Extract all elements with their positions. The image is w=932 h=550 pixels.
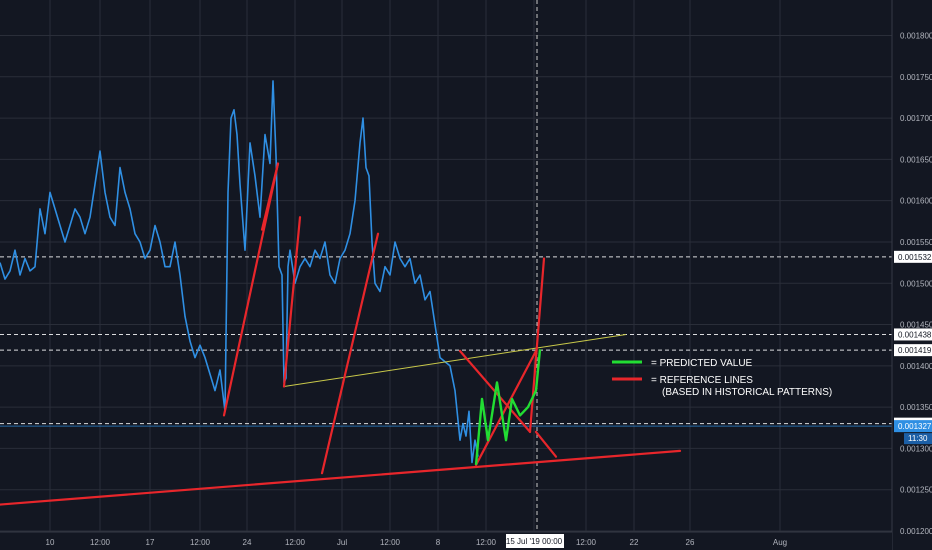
x-tick-label: 12:00 [190,538,211,547]
y-tick-label: 0.001200 [900,527,932,536]
y-tick-label: 0.001450 [900,321,932,330]
time-box [904,433,932,445]
reference-line [534,430,558,458]
y-tick-label: 0.001500 [900,279,932,288]
level-price-box [894,250,932,263]
x-tick-label: 12:00 [576,538,597,547]
reference-line [282,216,302,388]
y-tick-label: 0.001700 [900,114,932,123]
current-price-label: 0.001327 [898,422,932,431]
price-scale-panel [892,0,932,550]
x-tick-label: 12:00 [285,538,306,547]
legend: = PREDICTED VALUE = REFERENCE LINES(BASED… [612,358,832,398]
y-tick-label: 0.001600 [900,197,932,206]
level-price-label: 0.001438 [898,330,932,339]
legend-label: (BASED IN HISTORICAL PATTERNS) [662,387,832,398]
y-tick-label: 0.001800 [900,32,932,41]
grid [0,0,892,532]
predicted-series-line [474,349,542,466]
x-tick-label: 24 [243,538,252,547]
x-tick-label: 17 [146,538,155,547]
price-series-line [0,80,479,464]
reference-line [260,162,280,231]
legend-label: = PREDICTED VALUE [651,358,753,369]
x-tick-label: 8 [436,538,441,547]
reference-line [320,232,380,475]
y-tick-label: 0.001550 [900,238,932,247]
trend-line [283,333,627,387]
x-tick-label: 26 [686,538,695,547]
level-price-label: 0.001532 [898,253,932,262]
level-price-label: 0.001419 [898,346,932,355]
y-tick-label: 0.001250 [900,486,932,495]
crosshair-time-box [506,534,564,548]
x-tick-label: 12:00 [476,538,497,547]
y-tick-label: 0.001350 [900,403,932,412]
x-tick-label: 22 [630,538,639,547]
y-tick-label: 0.001300 [900,444,932,453]
current-price-box [894,420,932,433]
x-tick-label: 12:00 [380,538,401,547]
x-tick-label: 10 [46,538,55,547]
legend-label: = REFERENCE LINES [651,375,753,386]
y-tick-label: 0.001650 [900,155,932,164]
x-tick-label: Aug [773,538,787,547]
x-tick-label: Jul [337,538,347,547]
time-label: 11:30 [908,434,928,443]
reference-line [528,257,546,434]
reference-line [0,449,682,506]
crosshair-time-label: 15 Jul '19 00:00 [506,537,563,546]
y-tick-label: 0.001400 [900,362,932,371]
time-scale-panel [0,532,892,550]
level-price-box [894,344,932,357]
reference-line [474,349,538,467]
reference-line [222,162,280,417]
y-tick-label: 0.001750 [900,73,932,82]
level-price-box [894,328,932,341]
x-tick-label: 12:00 [90,538,111,547]
